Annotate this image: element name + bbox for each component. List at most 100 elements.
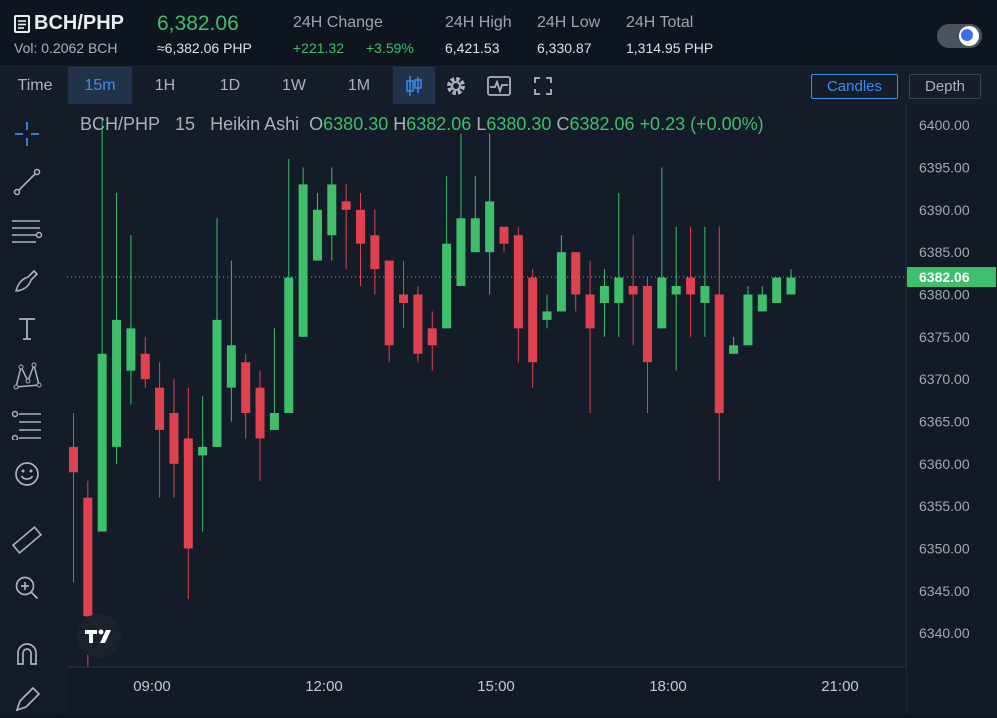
candle — [700, 226, 710, 337]
candle-body — [198, 446, 208, 456]
candle-body — [384, 260, 394, 346]
candle — [370, 209, 380, 295]
candle-body — [226, 345, 236, 388]
candle — [112, 192, 122, 464]
candle-body — [183, 438, 193, 549]
pencil-icon[interactable] — [9, 682, 45, 718]
stat-24h-high-label: 24H High — [445, 14, 512, 31]
candle — [757, 286, 767, 312]
time-axis-panel — [67, 667, 906, 714]
pattern-icon[interactable] — [9, 358, 45, 394]
dark-mode-toggle[interactable] — [937, 24, 982, 48]
tab-15m[interactable]: 15m — [68, 67, 132, 105]
stat-24h-change-value: +221.32 — [293, 40, 344, 56]
zoom-icon[interactable] — [9, 570, 45, 606]
candle — [499, 226, 509, 253]
stat-24h-change-label: 24H Change — [293, 14, 383, 31]
candle — [456, 133, 466, 287]
candle — [356, 192, 365, 287]
candle-body — [269, 413, 279, 430]
y-tick-label: 6390.00 — [919, 202, 970, 218]
candle-body — [255, 387, 265, 439]
candle — [614, 192, 624, 337]
indicators-icon[interactable] — [479, 67, 519, 105]
candle-body — [700, 286, 710, 303]
candle — [198, 396, 208, 532]
candle — [528, 269, 538, 388]
legend-symbol: BCH/PHP — [80, 114, 161, 134]
candle — [743, 286, 753, 346]
candle — [542, 294, 552, 329]
legend-h-label: H — [393, 114, 407, 134]
candle — [599, 269, 609, 337]
horizontal-lines-icon[interactable] — [9, 212, 45, 248]
emoji-icon[interactable] — [9, 456, 45, 492]
stat-24h-total-label: 24H Total — [626, 14, 694, 31]
candle-body — [155, 387, 165, 430]
candle-body — [757, 294, 767, 312]
y-tick-label: 6370.00 — [919, 371, 970, 387]
candle-body — [542, 311, 552, 320]
tab-time[interactable]: Time — [17, 77, 53, 94]
legend-interval: 15 — [175, 114, 196, 134]
candle — [226, 260, 236, 422]
text-icon[interactable] — [9, 310, 45, 346]
tradingview-logo[interactable] — [77, 614, 121, 658]
candle — [657, 167, 667, 329]
candle-body — [126, 328, 136, 371]
candle-body — [485, 201, 495, 253]
legend-close: 6382.06 — [569, 114, 635, 134]
document-icon — [14, 14, 30, 33]
candle-body — [628, 286, 638, 295]
pair-selector[interactable]: BCH/PHP — [14, 12, 124, 35]
ruler-icon[interactable] — [9, 522, 45, 558]
candle-body — [241, 362, 251, 414]
y-tick-label: 6365.00 — [919, 413, 970, 429]
candle-body — [556, 252, 566, 312]
stat-24h-high-value: 6,421.53 — [445, 40, 500, 56]
tab-1w[interactable]: 1W — [282, 77, 306, 94]
candle-body — [427, 328, 437, 346]
candle-body — [341, 201, 351, 210]
legend-high: 6382.06 — [406, 114, 472, 134]
current-price-badge — [907, 267, 996, 288]
stat-24h-total-value: 1,314.95 PHP — [626, 40, 714, 56]
magnet-icon[interactable] — [9, 636, 45, 672]
x-tick-label: 09:00 — [133, 678, 171, 695]
candle-type-icon[interactable] — [393, 67, 435, 105]
candle-body — [370, 235, 380, 270]
chart-legend: BCH/PHP 15 Heikin Ashi O6380.30 H6382.06… — [80, 114, 764, 135]
tab-1d[interactable]: 1D — [219, 77, 241, 94]
y-tick-label: 6355.00 — [919, 498, 970, 514]
fib-icon[interactable] — [9, 407, 45, 443]
candle — [212, 218, 222, 447]
candle-body — [657, 277, 667, 329]
volume-label: Vol: 0.2062 BCH — [14, 40, 118, 56]
candle — [126, 235, 136, 405]
legend-o-label: O — [309, 114, 324, 134]
depth-button[interactable]: Depth — [909, 74, 981, 99]
y-tick-label: 6360.00 — [919, 456, 970, 472]
candle — [556, 235, 566, 312]
candles-button[interactable]: Candles — [811, 74, 898, 99]
candle-body — [442, 243, 452, 329]
legend-c-label: C — [556, 114, 570, 134]
chart-area[interactable]: 6400.00 6395.00 6390.00 6385.00 6380.00 6375.… — [55, 104, 997, 714]
tab-1h[interactable]: 1H — [154, 77, 176, 94]
trendline-icon[interactable] — [9, 164, 45, 200]
brush-icon[interactable] — [9, 262, 45, 298]
legend-low: 6380.30 — [486, 114, 552, 134]
candle-body — [456, 218, 466, 287]
fullscreen-icon[interactable] — [523, 67, 563, 105]
chart-toolbar: Time 15m 1H 1D 1W 1M Candles Depth — [0, 66, 997, 105]
candle — [341, 184, 351, 270]
settings-icon[interactable] — [436, 67, 476, 105]
y-tick-label: 6380.00 — [919, 286, 970, 302]
x-tick-label: 18:00 — [649, 678, 687, 695]
price-chart[interactable]: 6400.00 6395.00 6390.00 6385.00 6380.00 6375.… — [55, 104, 997, 714]
candle-body — [470, 218, 480, 253]
candle-body — [614, 277, 624, 303]
crosshair-icon[interactable] — [9, 116, 45, 152]
tab-1m[interactable]: 1M — [347, 77, 371, 94]
candle — [183, 387, 193, 600]
